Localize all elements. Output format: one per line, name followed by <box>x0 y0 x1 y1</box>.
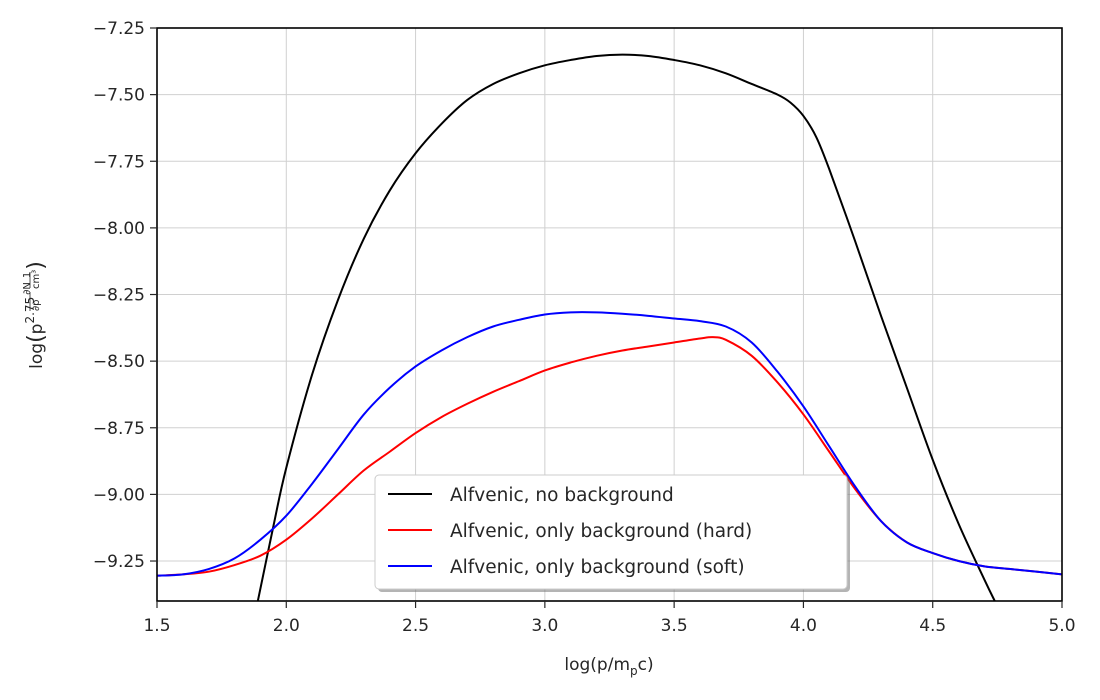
x-tick-label: 1.5 <box>143 616 170 636</box>
y-tick-label: −8.00 <box>93 219 145 239</box>
svg-text:Alfvenic, only background (har: Alfvenic, only background (hard) <box>450 521 752 542</box>
y-axis: −7.25 −7.50 −7.75 −8.00 −8.25 −8.50 −8.75 −9.00… <box>93 19 157 572</box>
svg-text:log(p/mpc): log(p/mpc) <box>564 655 653 678</box>
series-line-no-background <box>256 53 996 601</box>
y-tick-label: −8.75 <box>93 419 145 439</box>
y-tick-label: −8.50 <box>93 352 145 372</box>
x-tick-label: 2.0 <box>273 616 300 636</box>
x-axis-label: log(p/mpc) <box>564 655 653 678</box>
y-tick-label: −9.25 <box>93 552 145 572</box>
x-tick-label: 5.0 <box>1048 616 1075 636</box>
y-tick-label: −7.50 <box>93 86 145 106</box>
legend: Alfvenic, no background Alfvenic, only b… <box>374 474 850 592</box>
x-tick-label: 4.0 <box>790 616 817 636</box>
svg-text:∂p: ∂p <box>31 299 42 311</box>
legend-item-no-background: Alfvenic, no background <box>388 485 674 506</box>
svg-text:Alfvenic, no background: Alfvenic, no background <box>450 485 674 506</box>
legend-item-hard: Alfvenic, only background (hard) <box>388 521 752 542</box>
plot-frame <box>156 27 1063 602</box>
x-tick-label: 3.5 <box>661 616 688 636</box>
y-tick-label: −8.25 <box>93 286 145 306</box>
y-tick-label: −7.75 <box>93 152 145 172</box>
x-tick-label: 2.5 <box>402 616 429 636</box>
y-tick-label: −9.00 <box>93 485 145 505</box>
y-axis-label: log(p2.75∂N1) ∂p cm³ <box>22 261 49 369</box>
x-tick-label: 4.5 <box>919 616 946 636</box>
x-axis: 1.5 2.0 2.5 3.0 3.5 4.0 4.5 5.0 <box>143 601 1076 636</box>
svg-text:Alfvenic, only background (sof: Alfvenic, only background (soft) <box>450 557 745 578</box>
svg-text:cm³: cm³ <box>31 270 42 289</box>
legend-item-soft: Alfvenic, only background (soft) <box>388 557 745 578</box>
series-layer <box>157 53 1062 601</box>
x-tick-label: 3.0 <box>531 616 558 636</box>
series-line-soft <box>157 311 1062 577</box>
y-tick-label: −7.25 <box>93 19 145 39</box>
